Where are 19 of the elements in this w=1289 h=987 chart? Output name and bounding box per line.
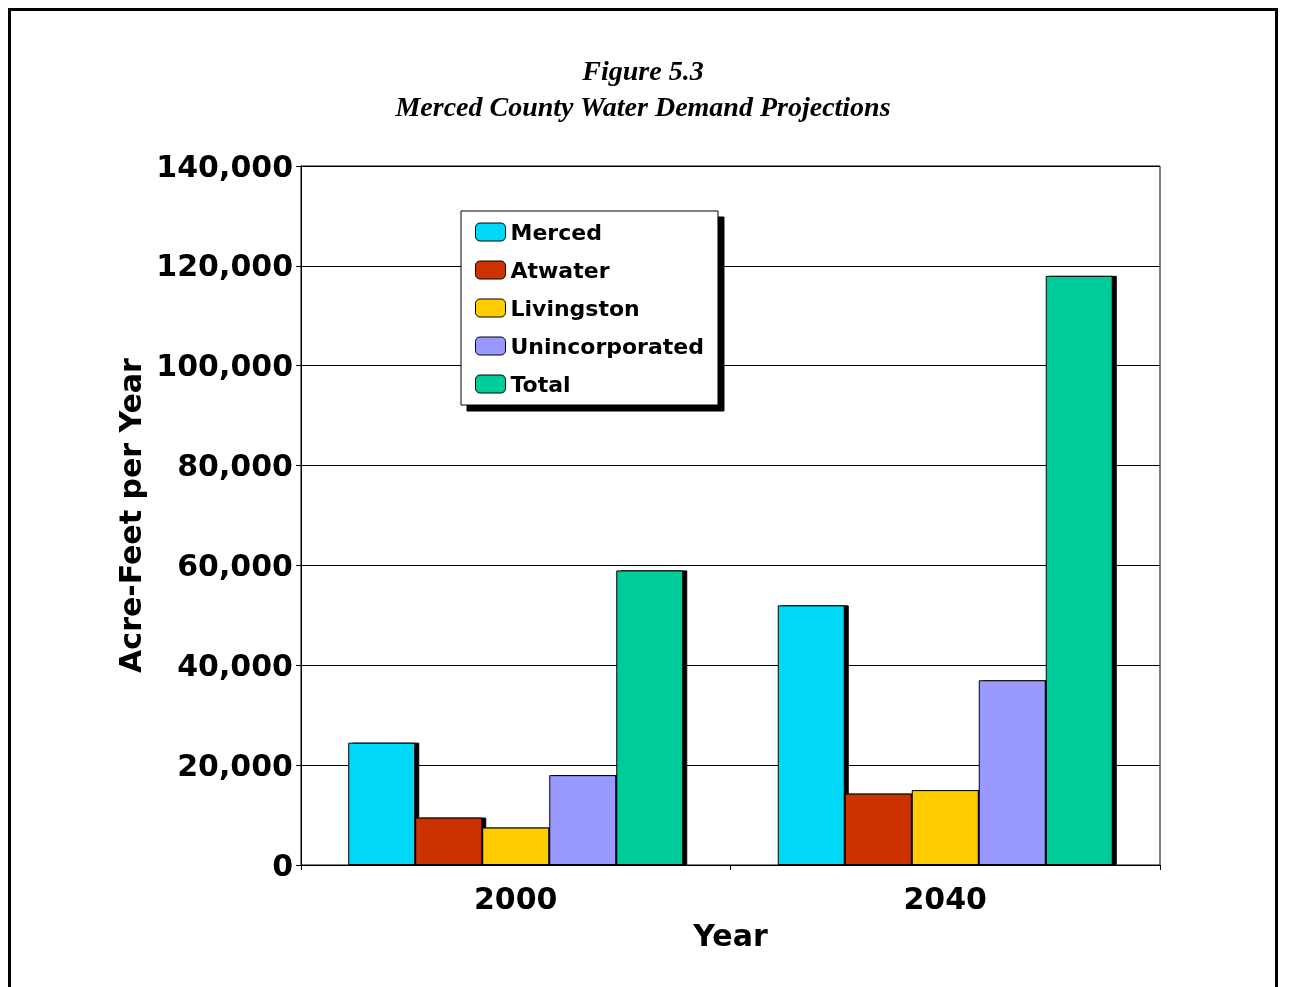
legend-label: Total: [510, 371, 571, 397]
legend-label: Unincorporated: [510, 333, 704, 359]
y-tick-label: 140,000: [156, 148, 293, 184]
y-tick-label: 20,000: [177, 747, 293, 783]
chart-title: Figure 5.3: [581, 54, 704, 86]
legend-label: Atwater: [510, 257, 610, 283]
chart-subtitle: Merced County Water Demand Projections: [394, 90, 891, 122]
x-tick-label: 2040: [903, 880, 987, 916]
x-axis-title: Year: [692, 917, 768, 953]
y-axis-title: Acre-Feet per Year: [112, 357, 148, 673]
x-tick-label: 2000: [474, 880, 558, 916]
y-tick-label: 60,000: [177, 547, 293, 583]
legend-label: Merced: [510, 219, 602, 245]
y-tick-label: 80,000: [177, 448, 293, 484]
y-tick-label: 0: [272, 847, 293, 883]
y-tick-label: 100,000: [156, 348, 293, 384]
y-tick-label: 40,000: [177, 647, 293, 683]
legend-label: Livingston: [510, 295, 640, 321]
y-tick-label: 120,000: [156, 248, 293, 284]
